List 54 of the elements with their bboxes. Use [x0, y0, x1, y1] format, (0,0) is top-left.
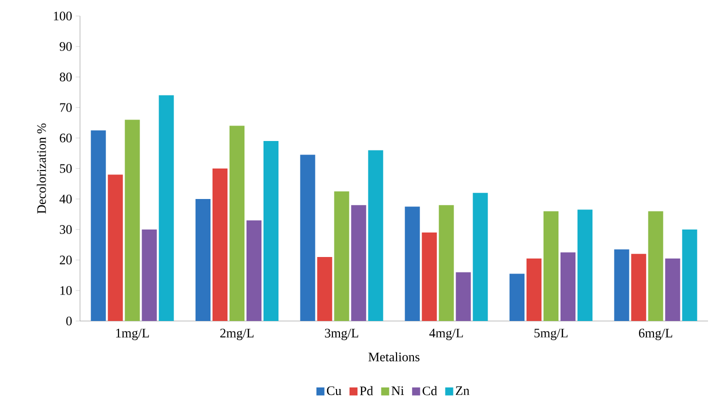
bar — [212, 168, 228, 321]
y-tick-label: 10 — [60, 286, 72, 295]
bar — [648, 211, 664, 321]
bar — [124, 120, 140, 321]
x-tick-label: 5mg/L — [534, 328, 568, 340]
bar — [472, 192, 488, 321]
y-tick-label: 40 — [60, 194, 72, 204]
bar — [614, 249, 630, 321]
y-tick-label: 70 — [60, 103, 72, 112]
bar — [300, 154, 316, 321]
x-tick-label: 1mg/L — [116, 328, 149, 340]
bar — [422, 232, 437, 321]
bar — [526, 258, 542, 321]
legend-label: Cu — [326, 386, 342, 396]
bar — [142, 230, 157, 321]
bar — [560, 252, 576, 321]
legend-label: Pd — [360, 386, 374, 396]
bar — [631, 254, 646, 321]
bar — [368, 150, 384, 321]
bar — [404, 206, 420, 321]
x-tick-label: 6mg/L — [638, 328, 672, 340]
y-tick-label: 30 — [60, 225, 72, 234]
y-tick-label: 90 — [60, 42, 72, 51]
y-tick-label: 0 — [66, 316, 72, 326]
bar — [196, 199, 211, 321]
bar — [351, 205, 366, 321]
bar — [90, 130, 106, 321]
y-tick-label: 100 — [54, 12, 72, 20]
x-axis-title: Metalions — [368, 352, 420, 362]
x-tick-label: 2mg/L — [220, 328, 254, 340]
bar — [246, 220, 262, 321]
y-axis-title: Decolorization % — [36, 123, 46, 214]
bar — [682, 230, 698, 321]
bar — [108, 174, 123, 321]
x-tick-label: 3mg/L — [325, 328, 358, 340]
bar — [334, 191, 350, 321]
bar — [158, 95, 174, 321]
y-tick-label: 80 — [60, 72, 72, 82]
bar — [456, 272, 471, 321]
x-tick-label: 4mg/L — [429, 328, 463, 340]
bar — [438, 205, 454, 321]
bar — [577, 210, 592, 321]
bar — [263, 141, 278, 321]
legend-label: Zn — [456, 386, 470, 395]
y-tick-label: 60 — [60, 134, 72, 142]
bar — [544, 211, 559, 321]
bar — [665, 258, 680, 321]
y-tick-label: 50 — [60, 164, 72, 173]
legend-label: Ni — [392, 386, 404, 395]
bar — [317, 256, 332, 321]
legend-label: Cd — [422, 386, 438, 396]
bar — [230, 126, 244, 321]
y-tick-label: 20 — [60, 256, 72, 264]
bar — [510, 274, 525, 321]
